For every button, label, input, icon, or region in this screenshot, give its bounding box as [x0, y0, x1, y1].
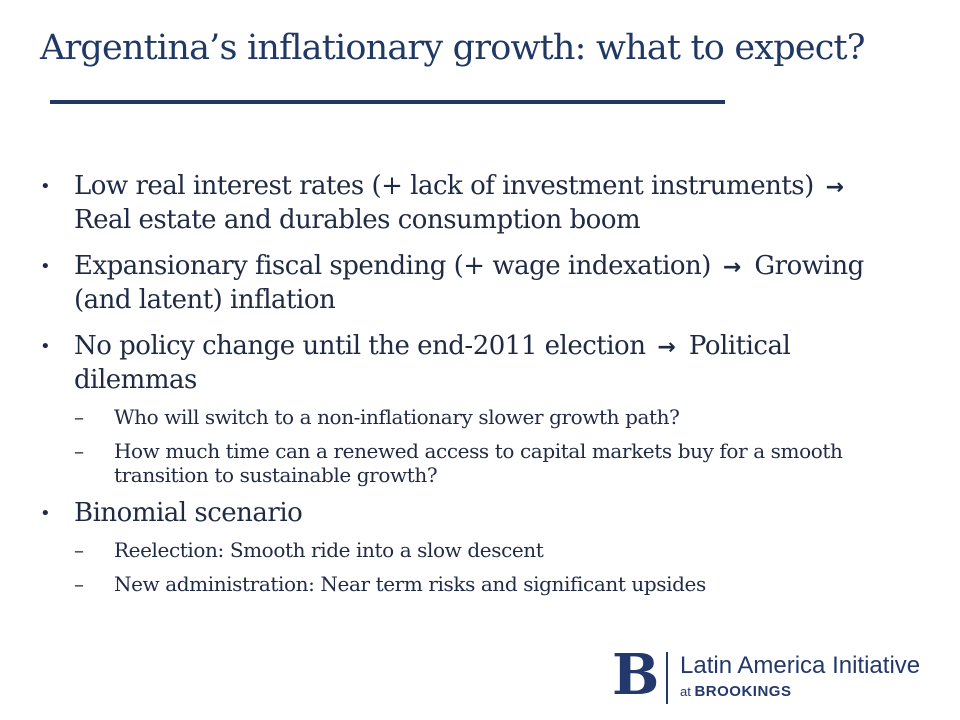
bullet-text: No policy change until the end-2011 elec…	[74, 331, 646, 361]
brookings-logo: B Latin America Initiative at BROOKINGS	[612, 644, 942, 710]
logo-organization: at BROOKINGS	[680, 684, 791, 700]
logo-letter: B	[612, 642, 660, 708]
bullet-list: • Low real interest rates (+ lack of inv…	[40, 170, 900, 606]
bullet-marker: •	[40, 336, 51, 357]
bullet-text: Expansionary fiscal spending (+ wage ind…	[74, 251, 711, 281]
logo-org-name: BROOKINGS	[694, 683, 792, 700]
bullet-text: Low real interest rates (+ lack of inves…	[74, 171, 814, 201]
logo-at: at	[680, 684, 691, 699]
logo-divider	[666, 652, 668, 704]
bullet-marker: •	[40, 503, 51, 524]
sub-bullet-text: How much time can a renewed access to ca…	[114, 439, 843, 487]
bullet-marker: •	[40, 176, 51, 197]
sub-bullet-text: New administration: Near term risks and …	[114, 572, 706, 596]
bullet-text: Real estate and durables consumption boo…	[74, 205, 641, 235]
arrow-icon: →	[722, 255, 741, 280]
sub-bullet-item: – Reelection: Smooth ride into a slow de…	[40, 538, 900, 562]
bullet-text: Binomial scenario	[74, 498, 303, 528]
bullet-item: • Expansionary fiscal spending (+ wage i…	[40, 250, 900, 317]
bullet-item: • No policy change until the end-2011 el…	[40, 330, 900, 397]
arrow-icon: →	[825, 175, 844, 200]
bullet-text: Growing (and latent) inflation	[74, 251, 864, 315]
sub-bullet-marker: –	[74, 538, 84, 562]
bullet-text: Political dilemmas	[74, 331, 791, 395]
bullet-item: • Binomial scenario	[40, 497, 900, 530]
arrow-icon: →	[657, 335, 676, 360]
slide-title: Argentina’s inflationary growth: what to…	[40, 28, 866, 68]
logo-initiative-name: Latin America Initiative	[680, 652, 921, 679]
sub-bullet-item: – Who will switch to a non-inflationary …	[40, 405, 900, 429]
sub-bullet-marker: –	[74, 439, 84, 463]
sub-bullet-item: – How much time can a renewed access to …	[40, 439, 900, 487]
bullet-marker: •	[40, 256, 51, 277]
sub-bullet-marker: –	[74, 405, 84, 429]
sub-bullet-item: – New administration: Near term risks an…	[40, 572, 900, 596]
sub-bullet-marker: –	[74, 572, 84, 596]
title-underline	[50, 100, 725, 104]
sub-bullet-text: Reelection: Smooth ride into a slow desc…	[114, 538, 544, 562]
bullet-item: • Low real interest rates (+ lack of inv…	[40, 170, 900, 237]
sub-bullet-text: Who will switch to a non-inflationary sl…	[114, 405, 680, 429]
